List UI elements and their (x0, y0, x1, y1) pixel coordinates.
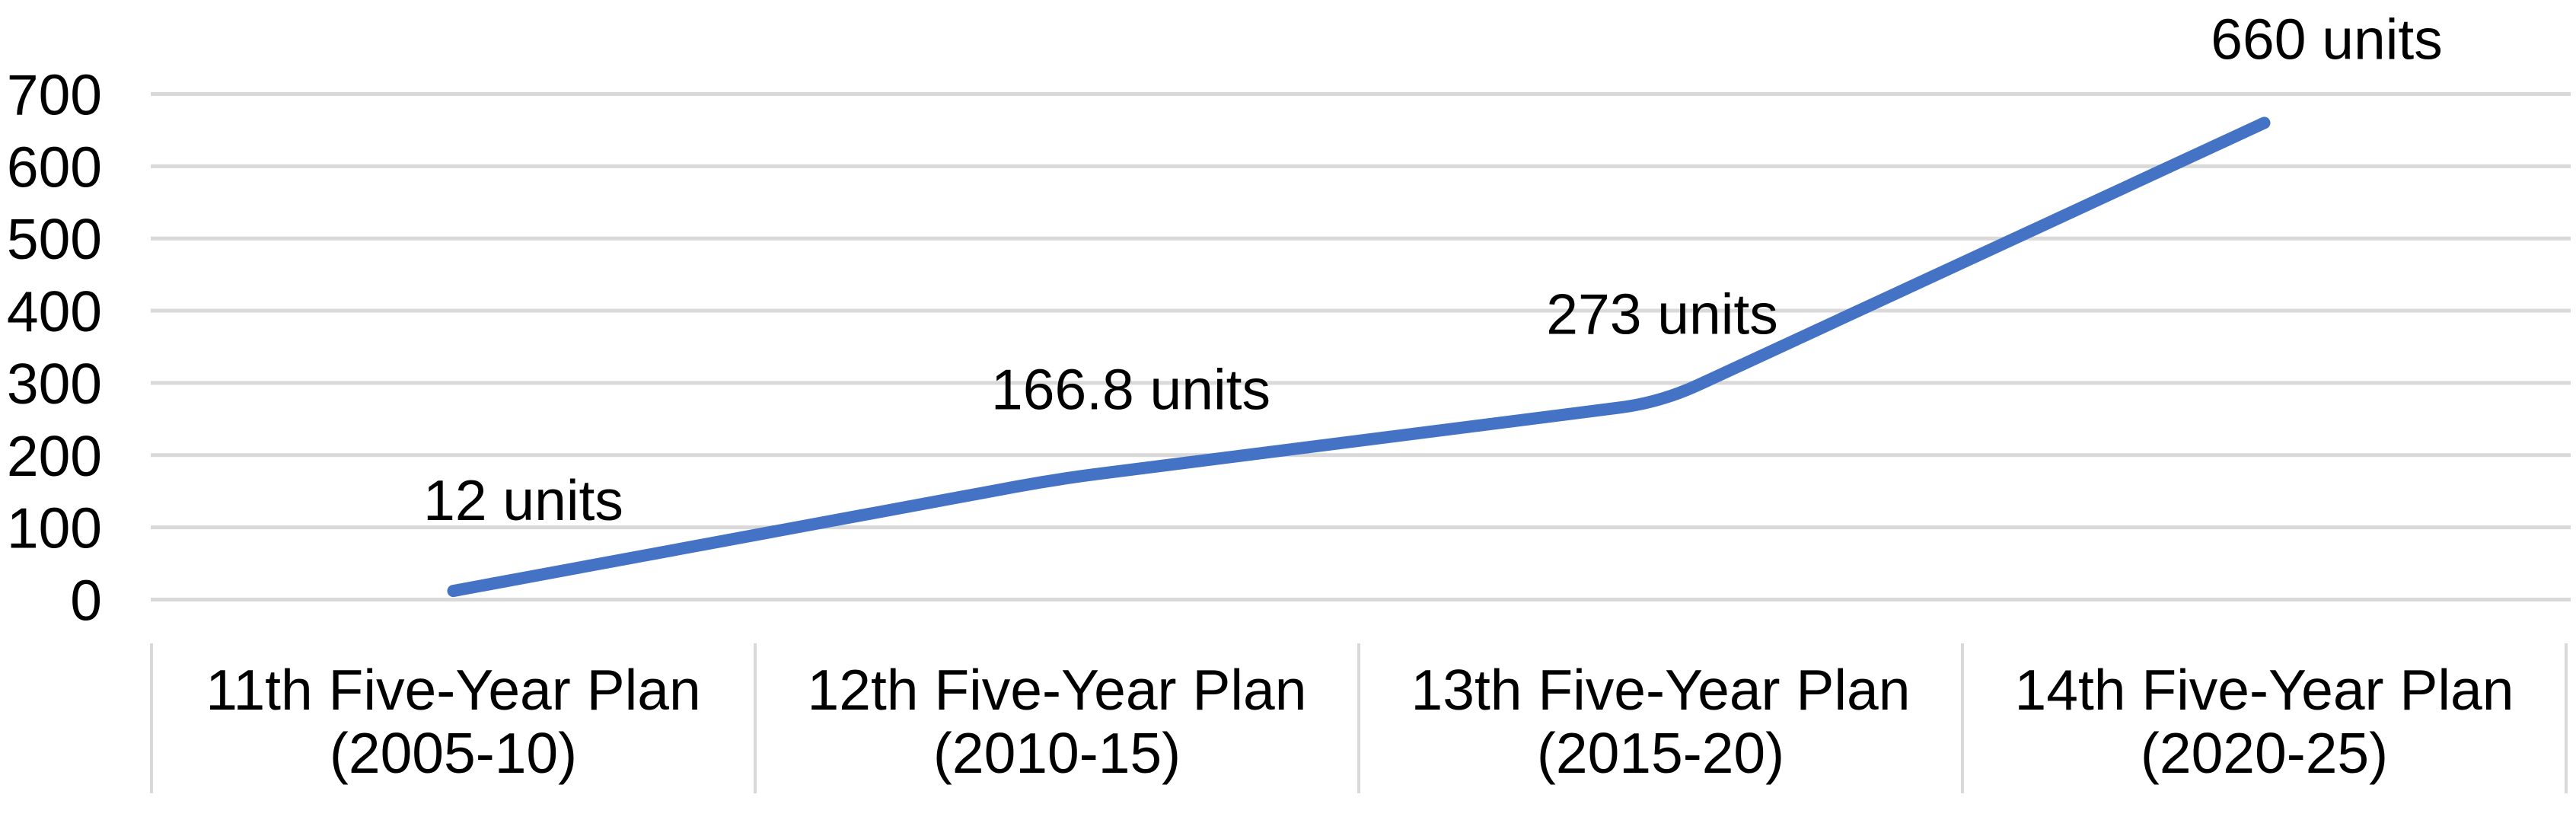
x-axis-label-line1: 13th Five-Year Plan (1411, 658, 1911, 722)
y-axis-tick-label: 400 (7, 279, 102, 343)
data-label: 660 units (2211, 7, 2442, 71)
x-axis-label-line2: (2020-25) (2141, 721, 2388, 785)
y-axis-tick-label: 0 (70, 569, 102, 633)
x-axis-label-line2: (2005-10) (330, 721, 577, 785)
y-axis-tick-label: 700 (7, 62, 102, 126)
x-axis-label-line2: (2015-20) (1537, 721, 1784, 785)
x-axis-label-line1: 12th Five-Year Plan (808, 658, 1307, 722)
y-axis-tick-label: 100 (7, 496, 102, 560)
x-axis-label-line1: 14th Five-Year Plan (2015, 658, 2514, 722)
y-axis-tick-label: 300 (7, 352, 102, 416)
x-axis-label-line1: 11th Five-Year Plan (206, 658, 700, 722)
series-line (447, 116, 2271, 598)
y-axis-tick-label: 500 (7, 207, 102, 271)
x-axis-label-line2: (2010-15) (933, 721, 1181, 785)
y-axis-tick-label: 200 (7, 424, 102, 488)
data-label: 166.8 units (991, 357, 1270, 421)
data-label: 12 units (423, 468, 623, 532)
y-axis-tick-label: 600 (7, 135, 102, 199)
data-label: 273 units (1546, 282, 1777, 346)
